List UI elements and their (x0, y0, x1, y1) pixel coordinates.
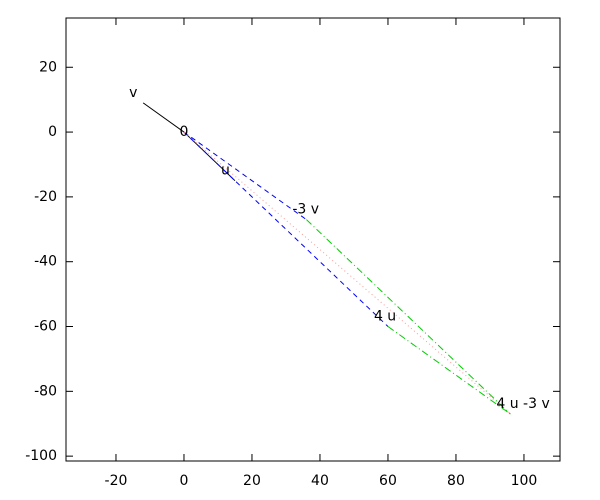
vector-line (183, 131, 307, 220)
vector-line (142, 102, 185, 133)
x-tick-label: 0 (180, 473, 189, 489)
vector-line (183, 131, 511, 415)
y-tick-label: -60 (34, 319, 57, 335)
vector-line (387, 326, 511, 415)
point-label: -3 v (292, 202, 319, 218)
y-tick-label: -20 (34, 189, 57, 205)
plot-frame (65, 17, 561, 462)
point-label: v (129, 85, 137, 101)
point-label: 0 (180, 124, 189, 140)
y-tick-label: -40 (34, 254, 57, 270)
x-tick-label: 80 (447, 473, 465, 489)
x-tick-label: 60 (379, 473, 397, 489)
point-label: u (221, 163, 230, 179)
x-tick-label: -20 (105, 473, 128, 489)
x-tick-label: 20 (243, 473, 261, 489)
x-tick-label: 100 (511, 473, 538, 489)
y-tick-label: -80 (34, 383, 57, 399)
y-tick-label: -100 (25, 448, 57, 464)
point-label: 4 u -3 v (496, 396, 549, 412)
point-label: 4 u (374, 309, 396, 325)
y-tick-label: 0 (48, 124, 57, 140)
x-tick-label: 40 (311, 473, 329, 489)
y-tick-label: 20 (39, 59, 57, 75)
vector-line (306, 219, 511, 415)
vector-line (183, 131, 389, 327)
